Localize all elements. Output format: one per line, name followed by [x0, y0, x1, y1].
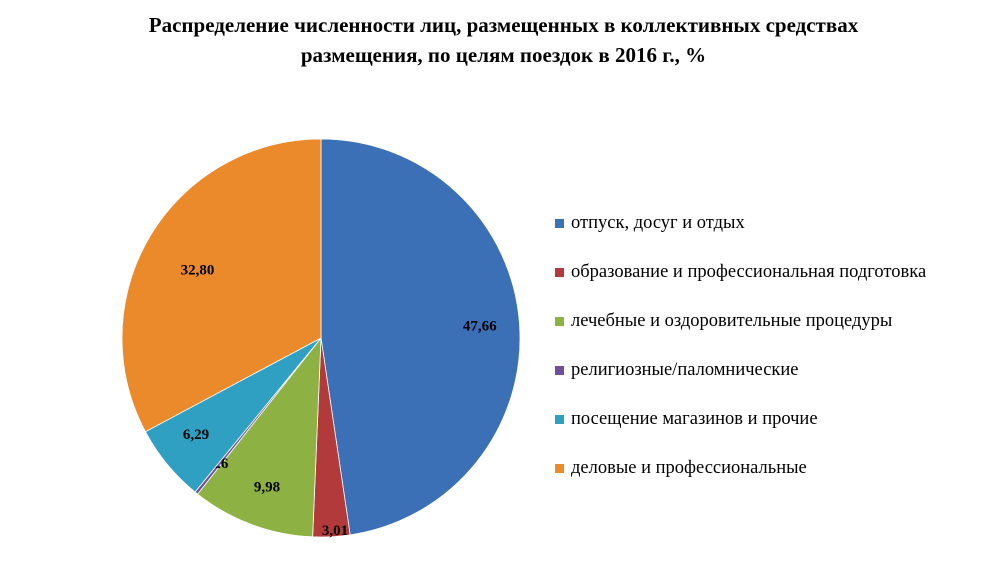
- legend-label: религиозные/паломнические: [571, 360, 799, 380]
- legend-swatch: [555, 317, 564, 326]
- pie-slice-3: [196, 336, 322, 538]
- chart-title-line-1: Распределение численности лиц, размещенн…: [148, 13, 859, 37]
- chart-legend: отпуск, досуг и отдых образование и профе…: [555, 199, 926, 493]
- legend-swatch: [555, 366, 564, 375]
- data-label-5: 6,29: [183, 427, 209, 443]
- legend-item-2: образование и профессиональная подготовк…: [555, 248, 926, 297]
- legend-label: лечебные и оздоровительные процедуры: [571, 311, 893, 331]
- pie-slice-6: [121, 138, 322, 433]
- legend-item-6: деловые и профессиональные: [555, 444, 926, 493]
- legend-label: отпуск, досуг и отдых: [571, 213, 745, 233]
- legend-swatch: [555, 219, 564, 228]
- legend-swatch: [555, 464, 564, 473]
- legend-label: деловые и профессиональные: [571, 458, 807, 478]
- data-label-2: 3,01: [322, 523, 348, 539]
- legend-swatch: [555, 268, 564, 277]
- legend-item-4: религиозные/паломнические: [555, 346, 926, 395]
- chart-title: Распределение численности лиц, размещенн…: [0, 10, 1007, 70]
- pie-slice-1: [320, 138, 521, 536]
- legend-item-5: посещение магазинов и прочие: [555, 395, 926, 444]
- data-label-1: 47,66: [463, 318, 497, 334]
- legend-label: посещение магазинов и прочие: [571, 409, 818, 429]
- data-label-6: 32,80: [181, 262, 215, 278]
- legend-label: образование и профессиональная подготовк…: [571, 262, 927, 282]
- chart-title-line-2: размещения, по целям поездок в 2016 г., …: [300, 43, 707, 67]
- legend-item-3: лечебные и оздоровительные процедуры: [555, 297, 926, 346]
- legend-item-1: отпуск, досуг и отдых: [555, 199, 926, 248]
- data-label-3: 9,98: [254, 480, 280, 496]
- legend-swatch: [555, 415, 564, 424]
